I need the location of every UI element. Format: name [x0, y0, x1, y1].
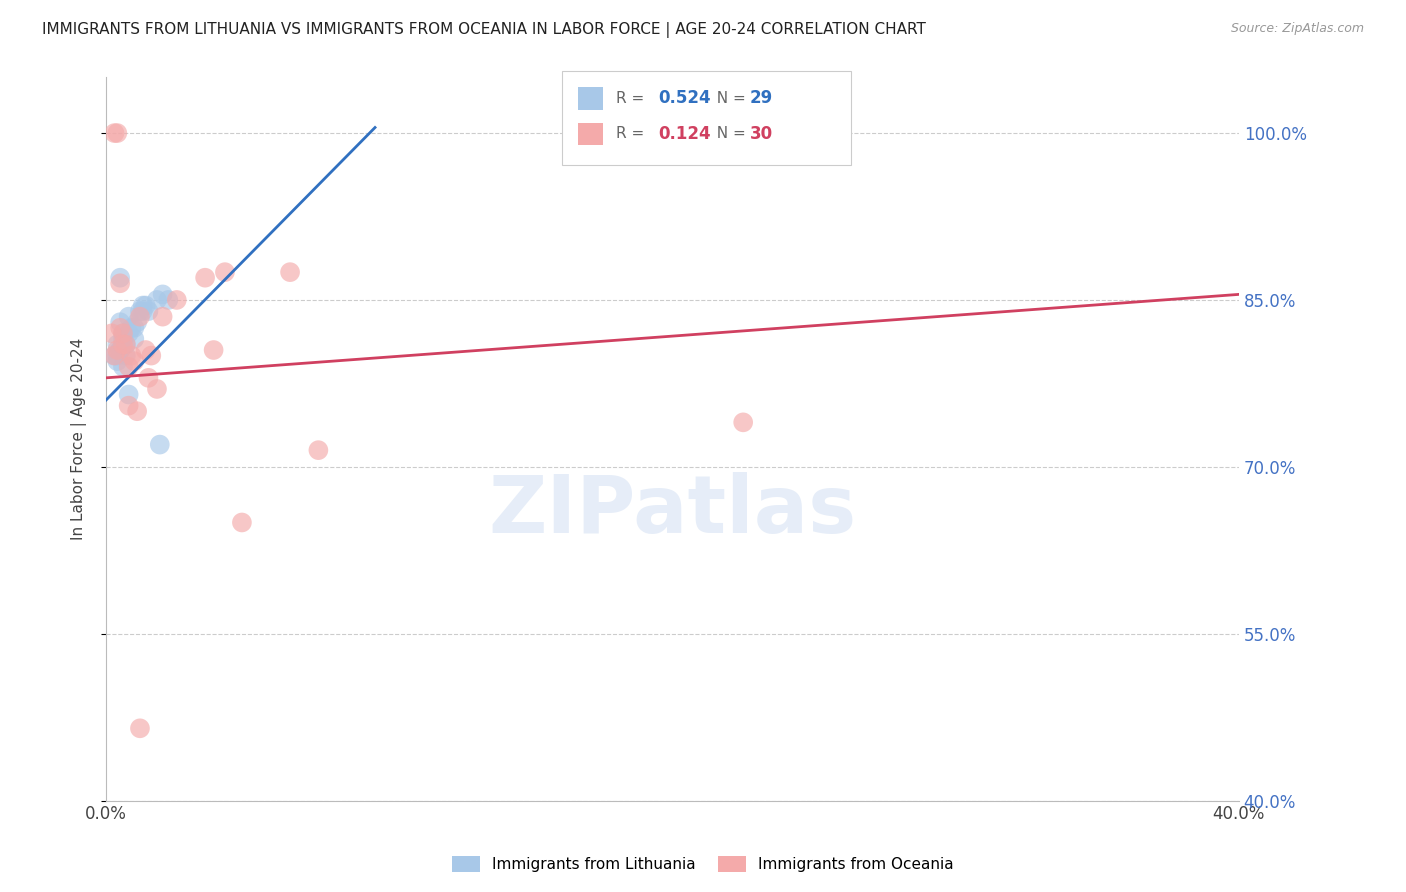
Point	[141, 349, 163, 363]
Point	[124, 320, 146, 334]
Point	[157, 293, 180, 307]
Point	[111, 326, 134, 341]
Point	[100, 326, 122, 341]
Point	[124, 332, 146, 346]
Point	[105, 349, 128, 363]
Point	[214, 265, 236, 279]
Point	[117, 326, 139, 341]
Point	[146, 293, 169, 307]
Text: 0.124: 0.124	[658, 125, 710, 143]
Point	[152, 287, 174, 301]
Point	[114, 349, 136, 363]
Point	[108, 270, 131, 285]
Point	[202, 343, 225, 357]
Point	[114, 337, 136, 351]
Point	[278, 265, 301, 279]
Point	[127, 404, 149, 418]
Point	[733, 415, 755, 429]
Point	[166, 293, 188, 307]
Point	[103, 126, 125, 140]
Point	[117, 310, 139, 324]
Point	[108, 343, 131, 357]
Point	[108, 343, 131, 357]
Text: IMMIGRANTS FROM LITHUANIA VS IMMIGRANTS FROM OCEANIA IN LABOR FORCE | AGE 20-24 : IMMIGRANTS FROM LITHUANIA VS IMMIGRANTS …	[42, 22, 927, 38]
Point	[231, 516, 253, 530]
Point	[129, 721, 152, 735]
Point	[117, 387, 139, 401]
Point	[121, 320, 143, 334]
Point	[121, 349, 143, 363]
Point	[132, 304, 155, 318]
Point	[111, 332, 134, 346]
Point	[108, 315, 131, 329]
Point	[111, 337, 134, 351]
Point	[105, 126, 128, 140]
Point	[129, 310, 152, 324]
Point	[127, 315, 149, 329]
Point	[129, 304, 152, 318]
Point	[105, 343, 128, 357]
Point	[124, 354, 146, 368]
Text: Source: ZipAtlas.com: Source: ZipAtlas.com	[1230, 22, 1364, 36]
Y-axis label: In Labor Force | Age 20-24: In Labor Force | Age 20-24	[72, 338, 87, 541]
Point	[111, 359, 134, 374]
Legend: Immigrants from Lithuania, Immigrants from Oceania: Immigrants from Lithuania, Immigrants fr…	[444, 848, 962, 880]
Text: 30: 30	[749, 125, 772, 143]
Point	[114, 337, 136, 351]
Point	[307, 443, 329, 458]
Point	[103, 349, 125, 363]
Point	[138, 304, 160, 318]
Text: N =: N =	[707, 127, 751, 141]
Point	[149, 437, 172, 451]
Text: R =: R =	[616, 91, 650, 105]
Text: R =: R =	[616, 127, 650, 141]
Point	[132, 299, 155, 313]
Text: 0.524: 0.524	[658, 89, 710, 107]
Point	[108, 277, 131, 291]
Point	[108, 320, 131, 334]
Text: N =: N =	[707, 91, 751, 105]
Point	[138, 371, 160, 385]
Point	[103, 349, 125, 363]
Point	[111, 326, 134, 341]
Point	[146, 382, 169, 396]
Point	[135, 343, 157, 357]
Point	[105, 354, 128, 368]
Point	[117, 359, 139, 374]
Point	[152, 310, 174, 324]
Point	[135, 299, 157, 313]
Point	[117, 399, 139, 413]
Text: ZIPatlas: ZIPatlas	[488, 473, 856, 550]
Text: 29: 29	[749, 89, 773, 107]
Point	[105, 337, 128, 351]
Point	[194, 270, 217, 285]
